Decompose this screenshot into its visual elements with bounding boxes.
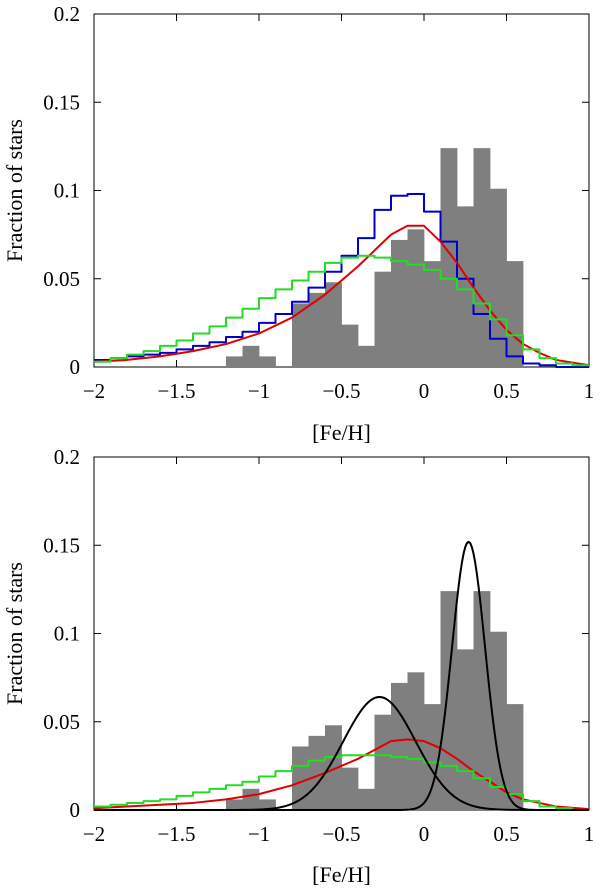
bottom-x-tick-label: −2: [83, 822, 105, 846]
bottom-panel: −2 −1.5 −1 −0.5 0 0.5 100.050.10.150.2 [Fe/H] …: [2, 445, 594, 887]
top-hist-bar: [457, 206, 474, 367]
top-y-tick-label: 0.1: [54, 179, 80, 203]
bottom-x-tick-label: −1.5: [157, 822, 195, 846]
top-hist-bar: [259, 356, 276, 367]
top-histogram: [226, 148, 524, 367]
bottom-hist-bar: [358, 788, 375, 810]
top-x-tick-label: −0.5: [322, 379, 360, 403]
bottom-hist-bar: [259, 799, 276, 810]
bottom-y-tick-label: 0.15: [43, 533, 80, 557]
top-x-tick-label: 0: [419, 379, 430, 403]
bottom-hist-bar: [226, 799, 243, 810]
top-blue-model-line: [94, 193, 589, 368]
top-hist-bar: [308, 292, 326, 367]
bottom-red-model-line: [93, 738, 590, 811]
top-x-tick-label: −1: [248, 379, 270, 403]
top-hist-bar: [292, 303, 309, 367]
top-y-tick-label: 0.15: [43, 90, 80, 114]
bottom-x-axis-label: [Fe/H]: [312, 862, 371, 887]
bottom-x-tick-label: −0.5: [322, 822, 360, 846]
bottom-hist-bar: [292, 746, 309, 810]
bottom-y-tick-label: 0.2: [54, 445, 80, 469]
top-hist-bar: [391, 239, 408, 367]
bottom-hist-bar: [341, 767, 359, 810]
bottom-hist-bar: [308, 735, 326, 810]
bottom-y-tick-label: 0.05: [43, 710, 80, 734]
top-hist-bar: [506, 261, 524, 367]
top-y-axis-label: Fraction of stars: [2, 119, 27, 262]
top-x-tick-label: −2: [83, 379, 105, 403]
bottom-gaussian-component-2-line: [94, 540, 589, 811]
bottom-y-tick-label: 0: [70, 798, 81, 822]
top-hist-bar: [424, 261, 441, 367]
top-hist-bar: [226, 356, 243, 367]
top-hist-bar: [358, 345, 375, 367]
bottom-hist-bar: [374, 714, 392, 810]
top-panel: −2 −1.5 −1 −0.5 0 0.5 100.050.10.150.2 [Fe/H] …: [2, 2, 594, 445]
top-hist-bar: [325, 282, 342, 367]
bottom-hist-bar: [325, 725, 342, 810]
top-x-tick-label: 0.5: [493, 379, 519, 403]
top-hist-bar: [440, 148, 458, 367]
bottom-x-tick-label: 0.5: [493, 822, 519, 846]
top-hist-bar: [473, 148, 491, 367]
top-green-model-line: [94, 254, 589, 367]
top-x-tick-label: −1.5: [157, 379, 195, 403]
bottom-hist-bar: [391, 682, 408, 810]
bottom-hist-bar: [473, 591, 491, 810]
top-hist-bar: [490, 188, 507, 367]
bottom-x-tick-label: −1: [248, 822, 270, 846]
top-hist-bar: [242, 345, 260, 367]
bottom-hist-bar: [424, 704, 441, 810]
bottom-x-tick-label: 0: [419, 822, 430, 846]
top-x-tick-label: 1: [584, 379, 595, 403]
top-red-model-line: [93, 224, 590, 367]
top-y-tick-label: 0.2: [54, 2, 80, 26]
top-x-axis-label: [Fe/H]: [312, 420, 371, 445]
top-hist-bar: [341, 324, 359, 367]
bottom-hist-bar: [457, 649, 474, 810]
bottom-hist-bar: [242, 788, 260, 810]
top-hist-bar: [407, 229, 425, 367]
top-hist-bar: [374, 271, 392, 367]
bottom-hist-bar: [490, 631, 507, 810]
bottom-y-tick-label: 0.1: [54, 622, 80, 646]
top-y-tick-label: 0.05: [43, 267, 80, 291]
bottom-hist-bar: [506, 704, 524, 810]
top-y-tick-label: 0: [70, 355, 81, 379]
bottom-x-tick-label: 1: [584, 822, 595, 846]
bottom-y-axis-label: Fraction of stars: [2, 562, 27, 705]
